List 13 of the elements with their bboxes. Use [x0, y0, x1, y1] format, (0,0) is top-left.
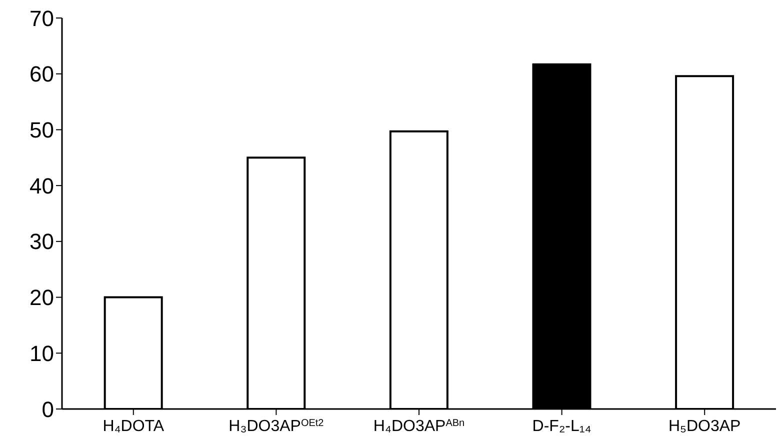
- x-tick-label: H₄DO3AP$^{ABn}$: [373, 418, 465, 435]
- y-tick-label: 40: [30, 173, 54, 198]
- y-tick-label: 30: [30, 229, 54, 254]
- y-tick-label: 10: [30, 340, 54, 366]
- y-tick-label: 60: [30, 62, 54, 87]
- y-tick-label: 50: [30, 118, 54, 143]
- y-tick-label: 0: [42, 396, 54, 422]
- y-tick-label: 20: [30, 285, 54, 310]
- x-tick-label: D-F₂-L₁₄: [532, 418, 592, 435]
- x-tick-label: H₅DO3AP: [668, 418, 741, 435]
- y-tick-label: 70: [30, 6, 54, 31]
- x-tick-label: H₃DO3AP$^{OEt2}$: [228, 418, 324, 435]
- x-tick-label: H₄DOTA: [102, 418, 164, 435]
